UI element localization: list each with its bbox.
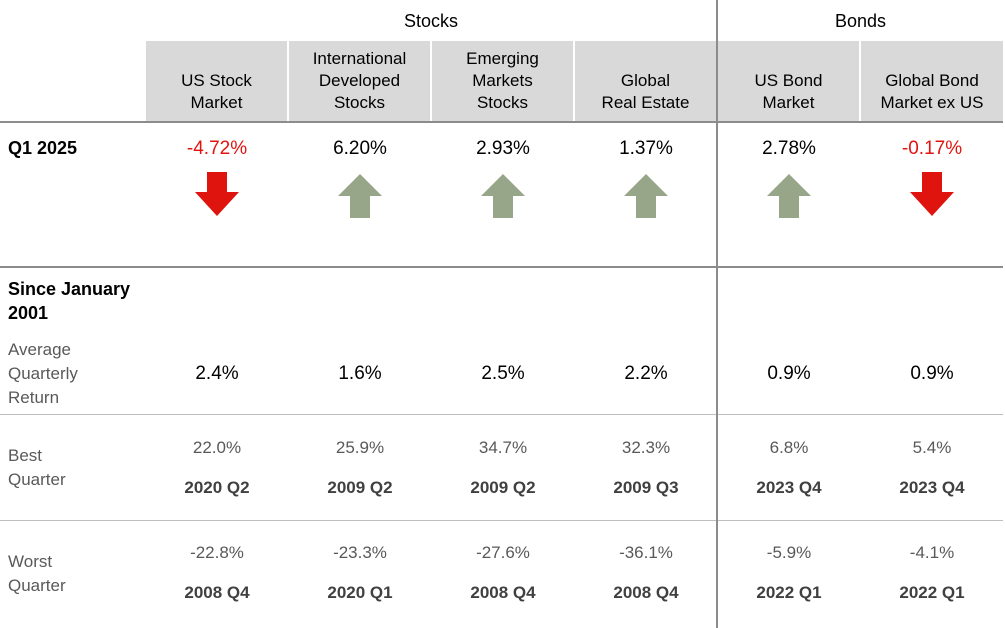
group-title-stocks: Stocks bbox=[403, 11, 459, 31]
worst-quarter-0: 2008 Q4 bbox=[184, 583, 250, 602]
best-value-0: 22.0% bbox=[192, 438, 242, 457]
avg-value-5: 0.9% bbox=[910, 363, 954, 384]
best-value-3: 32.3% bbox=[621, 438, 671, 457]
avg-value-3: 2.2% bbox=[624, 363, 668, 384]
avg-value-0: 2.4% bbox=[195, 363, 239, 384]
arrow-shape-5 bbox=[910, 172, 954, 216]
worst-value-3: -36.1% bbox=[619, 543, 673, 562]
column-header-us-bond-market: US Bond Market bbox=[718, 41, 859, 121]
arrow-shape-3 bbox=[624, 174, 668, 218]
section-divider bbox=[0, 266, 1003, 268]
worst-value-1: -23.3% bbox=[333, 543, 387, 562]
arrow-shape-1 bbox=[338, 174, 382, 218]
best-value-1: 25.9% bbox=[335, 438, 385, 457]
arrow-shape-0 bbox=[195, 172, 239, 216]
q1-value-2: 2.93% bbox=[476, 138, 530, 159]
avg-value-1: 1.6% bbox=[338, 363, 382, 384]
stocks-bonds-divider bbox=[716, 0, 718, 628]
group-title-bonds: Bonds bbox=[834, 11, 887, 31]
worst-quarter-3: 2008 Q4 bbox=[613, 583, 679, 602]
worst-value-4: -5.9% bbox=[766, 543, 812, 562]
best-value-5: 5.4% bbox=[912, 438, 952, 457]
worst-value-5: -4.1% bbox=[909, 543, 955, 562]
header-divider bbox=[0, 121, 1003, 123]
q1-value-0: -4.72% bbox=[186, 138, 248, 159]
row-label-best: Best Quarter bbox=[8, 446, 66, 489]
avg-value-4: 0.9% bbox=[767, 363, 811, 384]
column-header-emerging-markets: Emerging Markets Stocks bbox=[432, 41, 573, 121]
best-quarter-0: 2020 Q2 bbox=[184, 478, 250, 497]
row-divider-2 bbox=[0, 520, 1003, 521]
worst-quarter-1: 2020 Q1 bbox=[327, 583, 393, 602]
arrow-up-icon-1 bbox=[338, 174, 382, 218]
arrow-down-icon-0 bbox=[195, 172, 239, 216]
q1-value-1: 6.20% bbox=[333, 138, 387, 159]
best-quarter-5: 2023 Q4 bbox=[899, 478, 965, 497]
best-value-2: 34.7% bbox=[478, 438, 528, 457]
row-label-average: Average Quarterly Return bbox=[8, 340, 78, 407]
arrow-shape-4 bbox=[767, 174, 811, 218]
arrow-shape-2 bbox=[481, 174, 525, 218]
arrow-up-icon-3 bbox=[624, 174, 668, 218]
arrow-up-icon-4 bbox=[767, 174, 811, 218]
section-label-since-2001: Since January 2001 bbox=[8, 279, 131, 323]
column-header-us-stock-market: US Stock Market bbox=[146, 41, 287, 121]
q1-value-5: -0.17% bbox=[901, 138, 963, 159]
row-label-q1: Q1 2025 bbox=[8, 138, 78, 158]
worst-quarter-5: 2022 Q1 bbox=[899, 583, 965, 602]
column-header-global-bond-ex-us: Global Bond Market ex US bbox=[861, 41, 1003, 121]
q1-value-3: 1.37% bbox=[619, 138, 673, 159]
arrow-down-icon-5 bbox=[910, 172, 954, 216]
best-quarter-3: 2009 Q3 bbox=[613, 478, 679, 497]
best-quarter-2: 2009 Q2 bbox=[470, 478, 536, 497]
best-quarter-1: 2009 Q2 bbox=[327, 478, 393, 497]
worst-value-2: -27.6% bbox=[476, 543, 530, 562]
row-divider-1 bbox=[0, 414, 1003, 415]
worst-value-0: -22.8% bbox=[190, 543, 244, 562]
q1-value-4: 2.78% bbox=[762, 138, 816, 159]
column-header-global-real-estate: Global Real Estate bbox=[575, 41, 716, 121]
worst-quarter-4: 2022 Q1 bbox=[756, 583, 822, 602]
worst-quarter-2: 2008 Q4 bbox=[470, 583, 536, 602]
best-quarter-4: 2023 Q4 bbox=[756, 478, 822, 497]
column-header-international-developed: International Developed Stocks bbox=[289, 41, 430, 121]
row-label-worst: Worst Quarter bbox=[8, 552, 66, 595]
arrow-up-icon-2 bbox=[481, 174, 525, 218]
avg-value-2: 2.5% bbox=[481, 363, 525, 384]
best-value-4: 6.8% bbox=[769, 438, 809, 457]
